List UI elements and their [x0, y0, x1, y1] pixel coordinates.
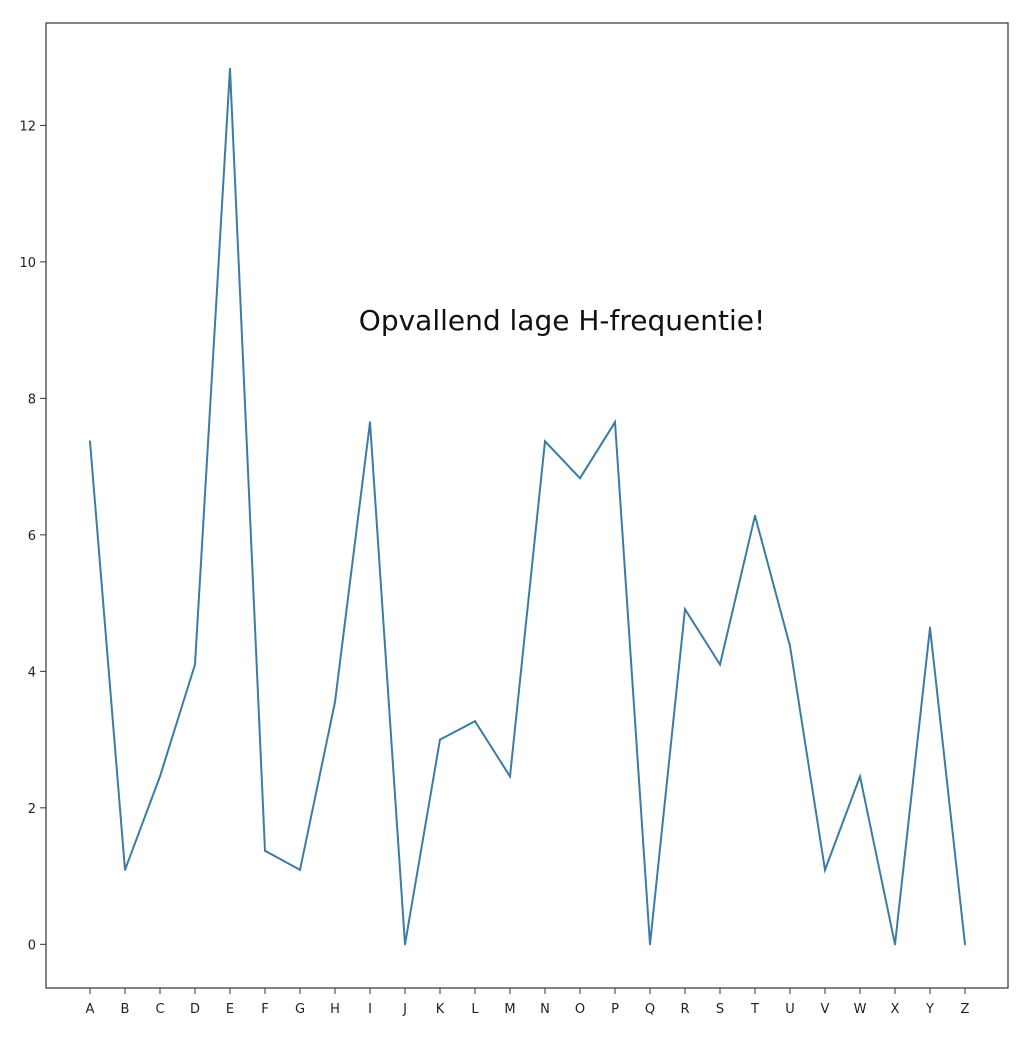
data-point-D: [194, 663, 196, 666]
data-point-Z: [964, 943, 966, 946]
x-tick-label: M: [504, 1002, 515, 1017]
x-tick-label: G: [295, 1002, 305, 1017]
x-tick-label: Z: [961, 1002, 970, 1017]
data-point-H: [334, 701, 336, 704]
data-point-Q: [649, 943, 651, 946]
x-tick-label: W: [854, 1002, 867, 1017]
x-tick-label: N: [540, 1002, 550, 1017]
x-tick-label: B: [121, 1002, 130, 1017]
data-point-R: [684, 608, 686, 611]
x-tick-label: K: [436, 1002, 445, 1017]
x-tick-label: T: [750, 1002, 759, 1017]
x-tick-label: H: [330, 1002, 340, 1017]
y-tick-label: 12: [19, 119, 36, 134]
chart-annotation: Opvallend lage H-frequentie!: [359, 304, 765, 337]
data-point-E: [229, 67, 231, 70]
x-tick-label: F: [261, 1002, 268, 1017]
data-point-V: [824, 868, 826, 871]
data-point-J: [404, 943, 406, 946]
x-tick-label: L: [471, 1002, 479, 1017]
data-point-Y: [929, 626, 931, 629]
data-point-S: [719, 663, 721, 666]
y-axis: 0 2 4 6 8 10 12: [19, 119, 46, 953]
data-point-W: [859, 775, 861, 778]
data-point-N: [544, 440, 546, 443]
x-tick-label: V: [821, 1002, 830, 1017]
x-tick-label: J: [402, 1002, 407, 1017]
y-tick-label: 8: [28, 392, 36, 407]
plot-frame: [45, 22, 1009, 989]
data-point-I: [369, 421, 371, 424]
data-point-K: [439, 738, 441, 741]
data-point-O: [579, 477, 581, 480]
x-tick-label: R: [680, 1002, 689, 1017]
x-tick-label: P: [611, 1002, 619, 1017]
x-tick-label: Q: [645, 1002, 655, 1017]
x-tick-label: C: [155, 1002, 164, 1017]
data-point-T: [754, 514, 756, 517]
x-tick-label: U: [785, 1002, 795, 1017]
y-tick-label: 10: [19, 256, 36, 271]
data-point-C: [159, 775, 161, 778]
x-tick-label: X: [891, 1002, 900, 1017]
data-point-M: [509, 775, 511, 778]
data-point-P: [614, 421, 616, 424]
data-point-F: [264, 849, 266, 852]
x-tick-label: A: [86, 1002, 95, 1017]
x-tick-label: O: [575, 1002, 585, 1017]
x-tick-label: I: [368, 1002, 372, 1017]
data-point-B: [124, 868, 126, 871]
y-tick-label: 6: [28, 529, 36, 544]
x-axis: A B C D E F G H I J K L M N O P Q R S T U V W X Y Z: [86, 988, 970, 1017]
data-point-L: [474, 720, 476, 723]
data-point-U: [789, 645, 791, 648]
y-tick-label: 2: [28, 802, 36, 817]
x-tick-label: Y: [925, 1002, 934, 1017]
x-tick-label: S: [716, 1002, 724, 1017]
x-tick-label: E: [226, 1002, 234, 1017]
y-tick-label: 4: [28, 665, 36, 680]
data-point-G: [299, 868, 301, 871]
data-point-A: [89, 440, 91, 443]
y-tick-label: 0: [28, 938, 36, 953]
data-point-X: [894, 943, 896, 946]
x-tick-label: D: [190, 1002, 200, 1017]
series-line: [89, 68, 966, 945]
